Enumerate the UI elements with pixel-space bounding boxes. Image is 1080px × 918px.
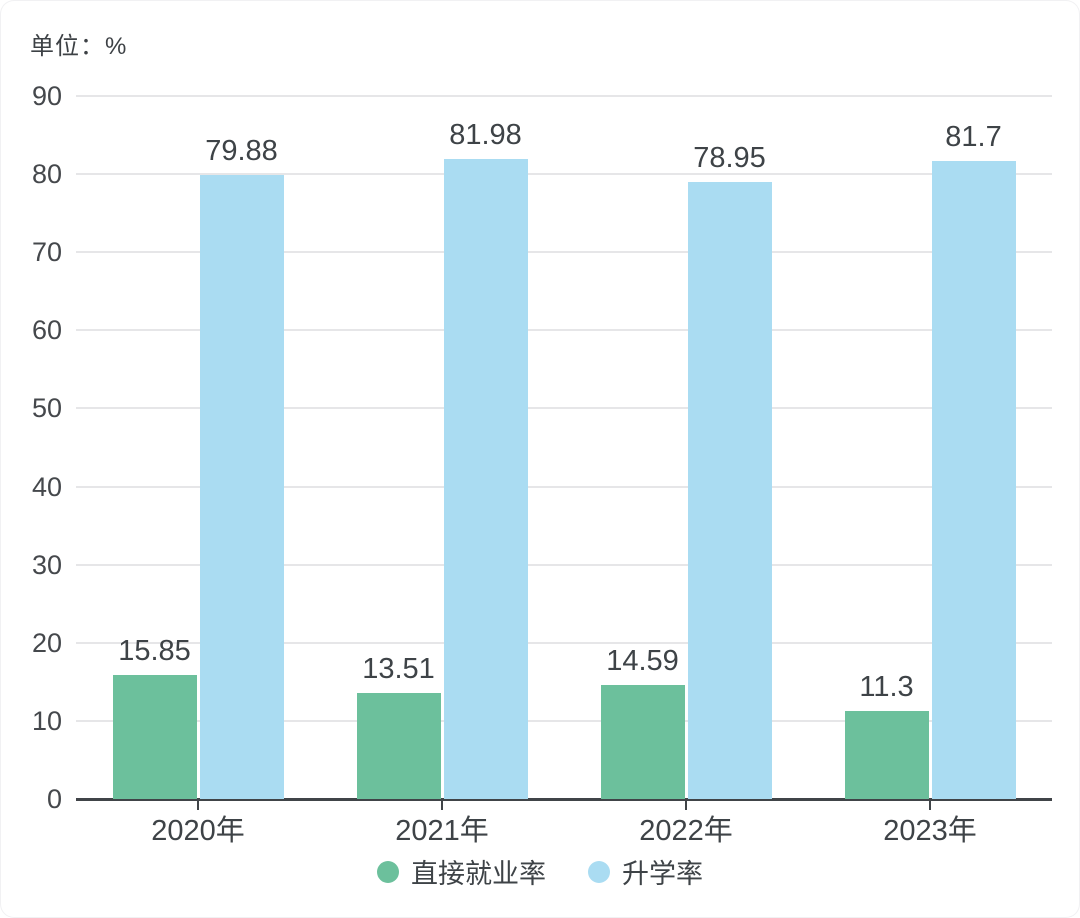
y-gridline bbox=[76, 329, 1052, 332]
y-gridline bbox=[76, 563, 1052, 566]
x-axis-tick bbox=[441, 801, 443, 810]
y-axis-tick-label: 80 bbox=[31, 159, 62, 190]
unit-label: 单位：% bbox=[30, 33, 128, 60]
x-axis-tick bbox=[197, 801, 199, 810]
legend-label-enrollment-rate: 升学率 bbox=[622, 859, 703, 889]
x-axis-tick bbox=[685, 801, 687, 810]
legend-item-employment-rate: 直接就业率 bbox=[377, 852, 546, 891]
bar-value-label: 11.3 bbox=[859, 670, 914, 703]
x-axis-line bbox=[76, 798, 1052, 801]
x-axis-category-label: 2021年 bbox=[395, 815, 489, 847]
y-gridline bbox=[76, 641, 1052, 644]
x-axis-tick bbox=[929, 801, 931, 810]
bar-enrollment bbox=[687, 182, 772, 799]
bar-enrollment bbox=[199, 175, 284, 799]
bar-value-label: 15.85 bbox=[118, 635, 191, 668]
x-axis-category-label: 2022年 bbox=[639, 815, 733, 847]
y-axis-tick-label: 10 bbox=[31, 705, 62, 736]
y-gridline bbox=[76, 407, 1052, 410]
y-gridline bbox=[76, 485, 1052, 488]
legend-item-enrollment-rate: 升学率 bbox=[588, 852, 703, 891]
bar-value-label: 79.88 bbox=[205, 135, 278, 168]
y-gridline bbox=[76, 251, 1052, 254]
y-axis-tick-label: 50 bbox=[31, 393, 62, 424]
y-axis-tick-label: 70 bbox=[31, 237, 62, 268]
x-axis-category-label: 2023年 bbox=[883, 815, 977, 847]
bar-value-label: 14.59 bbox=[606, 645, 679, 678]
bar-enrollment bbox=[443, 158, 528, 799]
x-axis-category-label: 2020年 bbox=[151, 815, 245, 847]
y-gridline bbox=[76, 719, 1052, 722]
y-axis-tick-label: 40 bbox=[31, 471, 62, 502]
bar-value-label: 81.7 bbox=[945, 120, 1002, 153]
bar-value-label: 78.95 bbox=[693, 142, 766, 175]
bar-value-label: 81.98 bbox=[449, 118, 522, 151]
legend-swatch-blue-icon bbox=[588, 860, 610, 883]
bar-employment bbox=[356, 693, 441, 799]
y-axis-tick-label: 30 bbox=[31, 549, 62, 580]
bar-employment bbox=[844, 710, 929, 799]
y-axis-tick-label: 0 bbox=[46, 784, 62, 814]
y-axis-tick-label: 60 bbox=[31, 315, 62, 346]
y-axis-tick-label: 90 bbox=[31, 81, 62, 111]
legend-label-employment-rate: 直接就业率 bbox=[411, 859, 546, 889]
y-gridline bbox=[76, 173, 1052, 176]
bar-enrollment bbox=[931, 160, 1016, 799]
legend-swatch-green-icon bbox=[377, 860, 399, 883]
chart-legend: 直接就业率 升学率 bbox=[0, 852, 1080, 891]
bar-employment bbox=[600, 685, 685, 799]
y-gridline bbox=[76, 95, 1052, 97]
bar-employment bbox=[112, 675, 197, 799]
bar-value-label: 13.51 bbox=[362, 653, 435, 686]
y-axis-tick-label: 20 bbox=[31, 627, 62, 658]
